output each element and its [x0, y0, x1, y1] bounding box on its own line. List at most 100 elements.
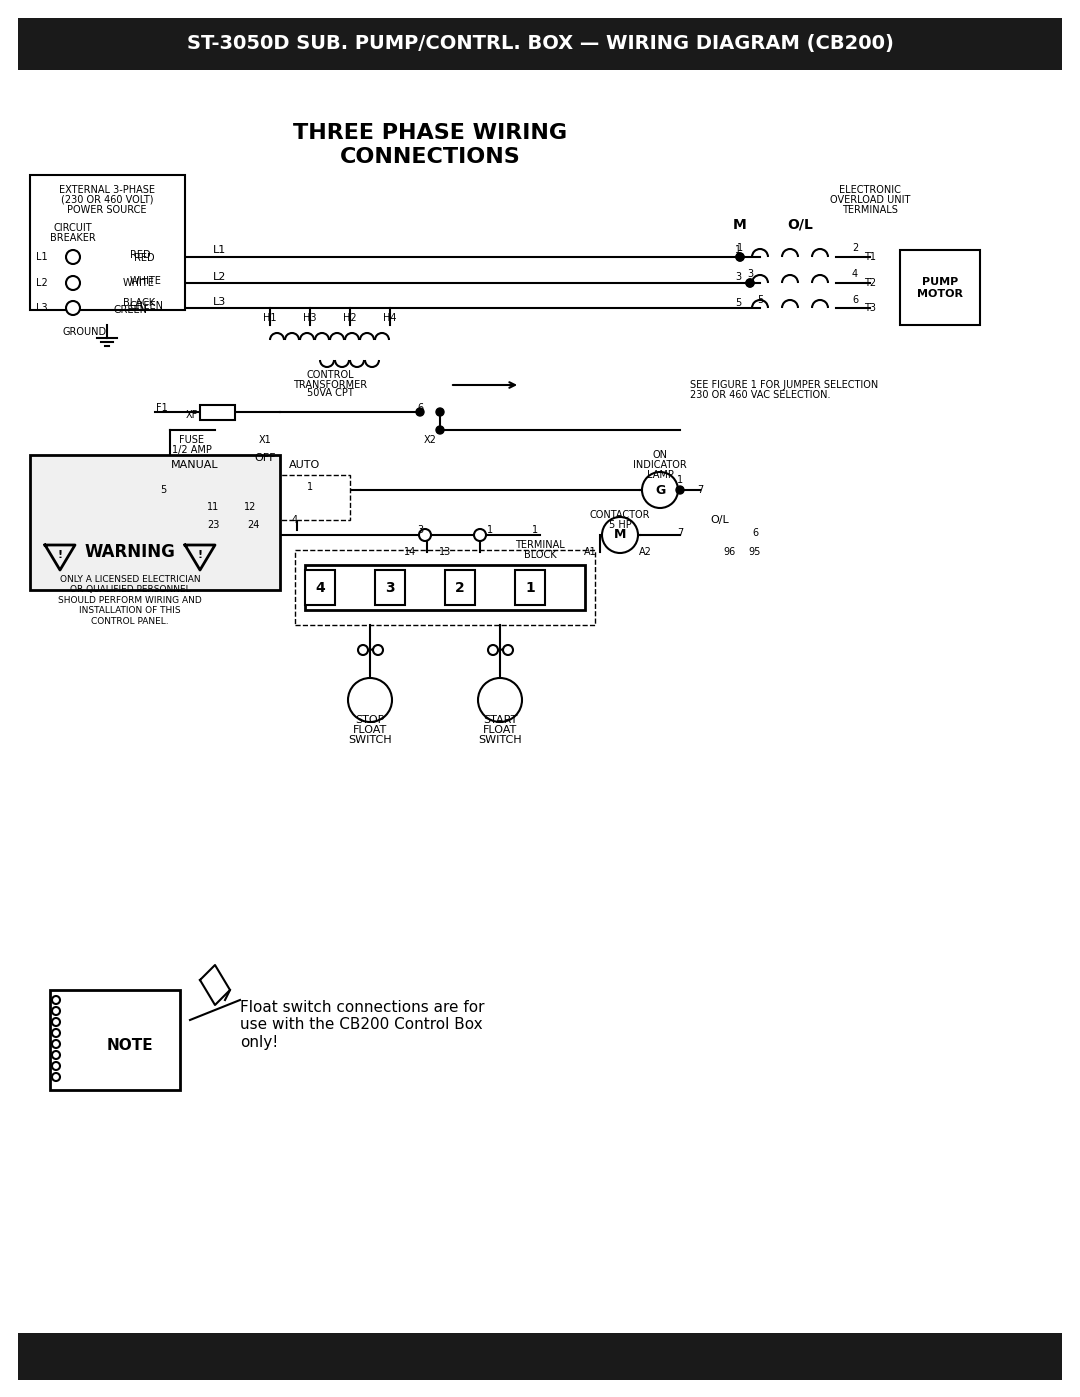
Circle shape	[66, 277, 80, 291]
Circle shape	[436, 426, 444, 434]
Text: LAMP: LAMP	[647, 469, 674, 481]
Text: BREAKER: BREAKER	[50, 233, 96, 243]
Bar	[230, 475, 350, 520]
Bar	[18, 1333, 1062, 1380]
Bar	[305, 564, 585, 610]
Circle shape	[746, 279, 754, 286]
Text: 14: 14	[404, 548, 416, 557]
Circle shape	[419, 529, 431, 541]
Text: 1: 1	[307, 482, 313, 492]
Text: 11: 11	[207, 502, 219, 511]
Text: 2: 2	[455, 581, 464, 595]
Text: CONTACTOR: CONTACTOR	[590, 510, 650, 520]
Text: 3: 3	[386, 581, 395, 595]
Text: MANUAL: MANUAL	[172, 460, 219, 469]
Text: H2: H2	[343, 313, 356, 323]
Text: SEE FIGURE 1 FOR JUMPER SELECTION: SEE FIGURE 1 FOR JUMPER SELECTION	[690, 380, 878, 390]
Text: THREE PHASE WIRING
CONNECTIONS: THREE PHASE WIRING CONNECTIONS	[293, 123, 567, 166]
Text: AUTO: AUTO	[289, 460, 321, 469]
Text: L1: L1	[36, 251, 48, 263]
Circle shape	[474, 529, 486, 541]
Circle shape	[52, 1018, 60, 1025]
Text: 6: 6	[752, 528, 758, 538]
Bar	[30, 455, 280, 590]
Text: 230 OR 460 VAC SELECTION.: 230 OR 460 VAC SELECTION.	[690, 390, 831, 400]
Text: 5: 5	[160, 485, 166, 495]
Bar	[375, 570, 405, 605]
Text: L3: L3	[36, 303, 48, 313]
Text: 12: 12	[244, 502, 256, 511]
Text: 5: 5	[757, 295, 764, 305]
Circle shape	[642, 472, 678, 509]
Text: M: M	[613, 528, 626, 542]
Text: 4: 4	[292, 515, 298, 525]
Text: ST-3050D SUB. PUMP/CONTRL. BOX — WIRING DIAGRAM (CB200): ST-3050D SUB. PUMP/CONTRL. BOX — WIRING …	[187, 35, 893, 53]
Text: 1: 1	[734, 244, 741, 256]
Text: POWER SOURCE: POWER SOURCE	[67, 205, 147, 215]
Text: ONLY A LICENSED ELECTRICIAN
OR QUALIFIED PERSONNEL
SHOULD PERFORM WIRING AND
INS: ONLY A LICENSED ELECTRICIAN OR QUALIFIED…	[58, 576, 202, 626]
Text: GROUND: GROUND	[63, 327, 107, 337]
Text: BLOCK: BLOCK	[524, 550, 556, 560]
Text: 95: 95	[748, 548, 761, 557]
Text: 1: 1	[532, 525, 538, 535]
Text: H3: H3	[303, 313, 316, 323]
Text: X1: X1	[258, 434, 271, 446]
Text: 13: 13	[438, 548, 451, 557]
Text: INDICATOR: INDICATOR	[633, 460, 687, 469]
Text: SWITCH: SWITCH	[348, 735, 392, 745]
Text: L2: L2	[213, 272, 227, 282]
Text: Float switch connections are for
use with the CB200 Control Box
only!: Float switch connections are for use wit…	[240, 1000, 485, 1049]
Text: TERMINAL: TERMINAL	[515, 541, 565, 550]
Text: START: START	[483, 715, 517, 725]
Circle shape	[746, 279, 754, 286]
Text: 7: 7	[697, 485, 703, 495]
Text: GREEN: GREEN	[130, 300, 164, 312]
Text: T3: T3	[864, 303, 876, 313]
Circle shape	[348, 678, 392, 722]
Text: !: !	[198, 550, 203, 560]
Text: O/L: O/L	[711, 515, 729, 525]
Text: 5: 5	[734, 298, 741, 307]
Text: H1: H1	[264, 313, 276, 323]
Text: STOP: STOP	[355, 715, 384, 725]
Text: OFF: OFF	[254, 453, 275, 462]
Text: L2: L2	[36, 278, 48, 288]
Text: L1: L1	[213, 244, 226, 256]
Text: SWITCH: SWITCH	[478, 735, 522, 745]
Circle shape	[52, 1073, 60, 1081]
Text: WHITE: WHITE	[123, 278, 156, 288]
Text: A2: A2	[638, 548, 651, 557]
Text: RED: RED	[134, 253, 156, 263]
Text: FUSE: FUSE	[179, 434, 204, 446]
Text: 2: 2	[852, 243, 859, 253]
Circle shape	[66, 250, 80, 264]
Circle shape	[52, 1039, 60, 1048]
Circle shape	[52, 996, 60, 1004]
Text: TRANSFORMER: TRANSFORMER	[293, 380, 367, 390]
Circle shape	[735, 253, 744, 261]
Text: WARNING: WARNING	[84, 543, 175, 562]
Text: T1: T1	[864, 251, 876, 263]
Text: 4: 4	[852, 270, 859, 279]
Text: NOTE: NOTE	[107, 1038, 153, 1052]
Text: WHITE: WHITE	[130, 277, 162, 286]
Text: 6: 6	[852, 295, 859, 305]
Text: F1: F1	[157, 402, 167, 414]
Text: 7: 7	[677, 528, 684, 538]
Bar	[18, 18, 1062, 70]
Text: M: M	[733, 218, 747, 232]
Text: FLOAT: FLOAT	[483, 725, 517, 735]
Text: A1: A1	[583, 548, 596, 557]
Text: 1: 1	[525, 581, 535, 595]
Circle shape	[52, 1030, 60, 1037]
Text: !: !	[57, 550, 63, 560]
Bar	[445, 570, 475, 605]
Text: 23: 23	[206, 520, 219, 529]
Text: BLACK: BLACK	[123, 298, 156, 307]
Text: 1: 1	[487, 525, 494, 535]
Text: 1/2 AMP: 1/2 AMP	[172, 446, 212, 455]
Bar	[305, 570, 335, 605]
Bar	[200, 405, 235, 420]
Text: 6: 6	[417, 402, 423, 414]
Circle shape	[52, 1051, 60, 1059]
